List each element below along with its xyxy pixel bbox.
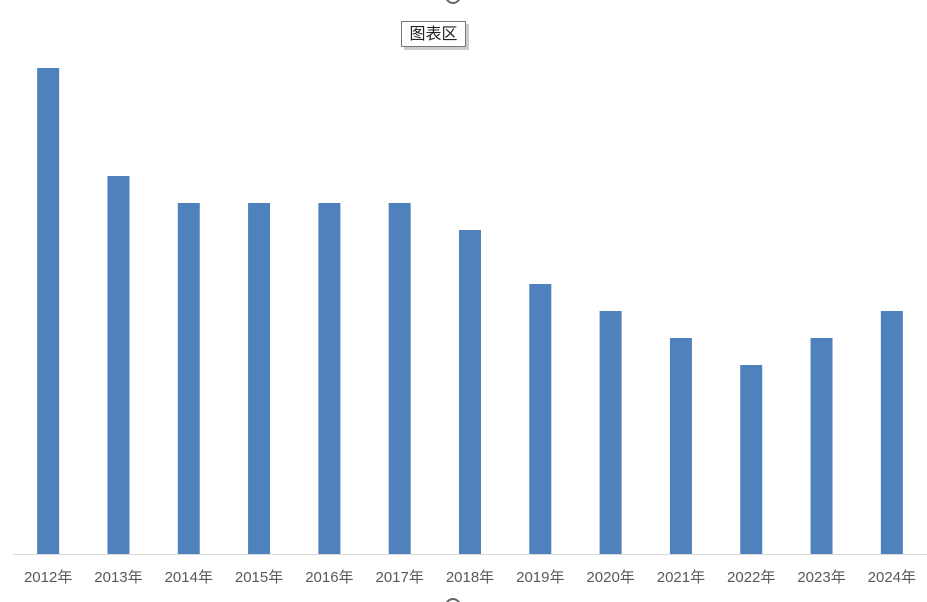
- bar: [740, 365, 763, 554]
- bar: [248, 203, 271, 554]
- tooltip: 图表区: [409, 25, 457, 43]
- bar: [599, 311, 622, 554]
- x-tick-label: 2013年: [94, 569, 142, 586]
- x-tick-label: 2017年: [376, 569, 424, 586]
- bar: [880, 311, 903, 554]
- x-tick-label: 2023年: [797, 569, 845, 586]
- resize-handle[interactable]: [446, 598, 460, 602]
- bar: [318, 203, 341, 554]
- bar: [37, 68, 60, 554]
- x-tick-label: 2014年: [165, 569, 213, 586]
- bar: [107, 176, 130, 554]
- x-tick-label: 2022年: [727, 569, 775, 586]
- x-tick-label: 2016年: [305, 569, 353, 586]
- bar: [669, 338, 692, 554]
- x-tick-label: 2019年: [516, 569, 564, 586]
- tooltip-box: [401, 21, 466, 47]
- bar: [459, 230, 481, 554]
- x-tick-label: 2020年: [586, 569, 634, 586]
- bar: [810, 338, 833, 554]
- x-tick-label: 2024年: [868, 569, 916, 586]
- x-tick-label: 2015年: [235, 569, 283, 586]
- x-tick-label: 2018年: [446, 569, 494, 586]
- resize-handle[interactable]: [446, 0, 460, 4]
- x-tick-label: 2012年: [24, 569, 72, 586]
- x-tick-label: 2021年: [657, 569, 705, 586]
- bar: [177, 203, 200, 554]
- bar: [529, 284, 552, 554]
- bar: [388, 203, 411, 554]
